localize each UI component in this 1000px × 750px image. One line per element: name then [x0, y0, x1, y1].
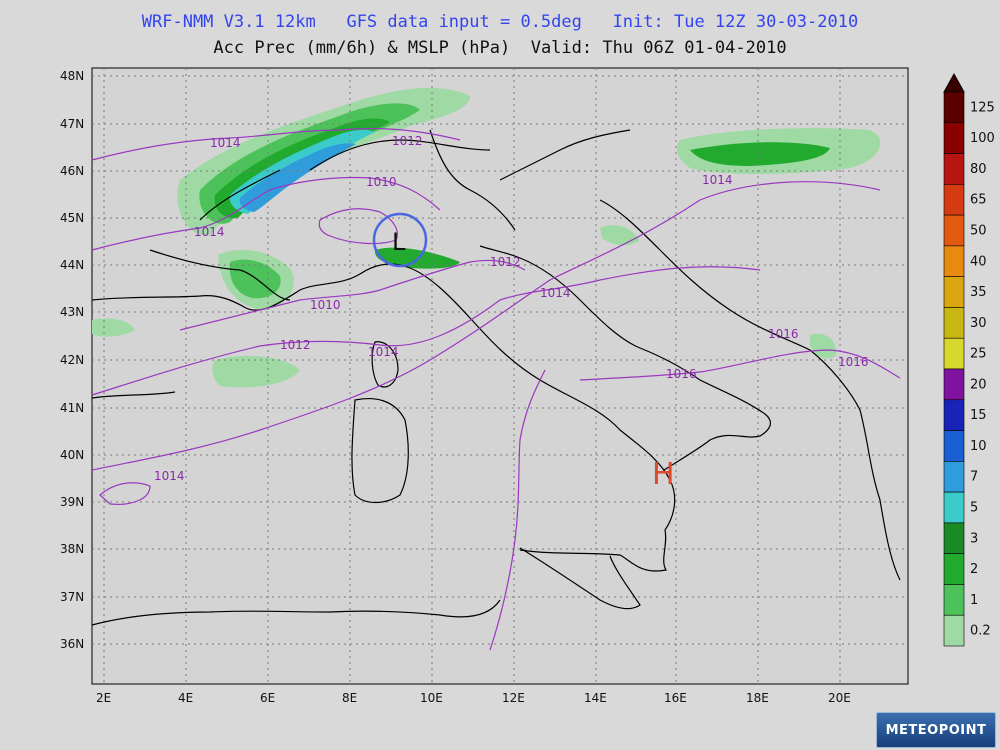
colorbar-swatch — [943, 214, 965, 247]
isobar-label: 1012 — [490, 255, 521, 269]
colorbar-swatch — [943, 461, 965, 493]
coastlines — [91, 129, 901, 626]
svg-text:45N: 45N — [60, 211, 84, 225]
svg-text:14E: 14E — [584, 691, 607, 705]
svg-text:37N: 37N — [60, 590, 84, 604]
svg-text:20E: 20E — [828, 691, 851, 705]
isobar-label: 1014 — [154, 469, 185, 483]
isobar-label: 1016 — [768, 327, 799, 341]
isobar-label: 1014 — [540, 286, 571, 300]
svg-text:36N: 36N — [60, 637, 84, 651]
isobar-label: 1016 — [838, 355, 869, 369]
colorbar-swatch — [943, 553, 965, 585]
isobars — [91, 127, 901, 651]
colorbar-swatch — [943, 522, 965, 554]
colorbar-swatch — [943, 430, 965, 462]
isobar-label: 1012 — [392, 134, 423, 148]
isobar-label: 1014 — [702, 173, 733, 187]
colorbar-label: 25 — [970, 347, 987, 362]
colorbar-swatch — [943, 307, 965, 339]
colorbar-swatch — [943, 184, 965, 216]
svg-text:4E: 4E — [178, 691, 193, 705]
colorbar-swatch — [943, 614, 965, 647]
graticule — [92, 68, 908, 684]
precipitation-colorbar: 125 100 80 65 50 40 35 30 25 20 15 10 7 5 3 2 1 0.2 — [943, 72, 995, 647]
colorbar-label: 0.2 — [970, 624, 991, 639]
colorbar-label: 3 — [970, 531, 978, 546]
isobar-label: 1010 — [366, 175, 397, 189]
svg-text:46N: 46N — [60, 164, 84, 178]
colorbar-label: 40 — [970, 254, 987, 269]
svg-text:18E: 18E — [746, 691, 769, 705]
svg-text:2E: 2E — [96, 691, 111, 705]
colorbar-label: 125 — [970, 100, 995, 115]
longitude-labels: 2E 4E 6E 8E 10E 12E 14E 16E 18E 20E — [96, 691, 851, 705]
meteopoint-logo: METEOPOINT — [876, 712, 996, 748]
isobar-label: 1014 — [368, 345, 399, 359]
svg-text:44N: 44N — [60, 258, 84, 272]
colorbar-label: 30 — [970, 316, 987, 331]
isobar-label: 1014 — [194, 225, 225, 239]
colorbar-label: 2 — [970, 562, 978, 577]
header-field-valid-time: Acc Prec (mm/6h) & MSLP (hPa) Valid: Thu… — [213, 38, 787, 58]
isobar-label: 1014 — [210, 136, 241, 150]
colorbar-label: 65 — [970, 193, 987, 208]
colorbar-swatch — [943, 153, 965, 185]
svg-text:42N: 42N — [60, 353, 84, 367]
isobar-label: 1012 — [280, 338, 311, 352]
colorbar-label: 7 — [970, 470, 978, 485]
colorbar-swatch — [943, 584, 965, 616]
header-model-info: WRF-NMM V3.1 12km GFS data input = 0.5de… — [141, 12, 859, 32]
colorbar-swatch — [943, 368, 965, 401]
colorbar-label: 1 — [970, 593, 978, 608]
isobar-labels: 1014 1012 1010 1014 1010 1012 1014 1012 … — [154, 134, 869, 483]
colorbar-swatch — [943, 337, 965, 370]
colorbar-arrow-icon — [943, 72, 965, 93]
low-label: L — [392, 228, 406, 256]
colorbar-swatch — [943, 399, 965, 431]
precipitation-shading — [92, 87, 881, 388]
colorbar-label: 20 — [970, 377, 987, 392]
svg-text:16E: 16E — [664, 691, 687, 705]
colorbar-swatch — [943, 245, 965, 277]
colorbar-swatch — [943, 91, 965, 124]
colorbar-label: 10 — [970, 439, 987, 454]
colorbar-swatch — [943, 276, 965, 308]
high-label: H — [652, 457, 675, 492]
svg-text:41N: 41N — [60, 401, 84, 415]
isobar-label: 1010 — [310, 298, 341, 312]
colorbar-swatch — [943, 491, 965, 524]
colorbar-swatch — [943, 122, 965, 154]
isobar-label: 1016 — [666, 367, 697, 381]
svg-text:40N: 40N — [60, 448, 84, 462]
colorbar-label: 15 — [970, 408, 987, 423]
svg-text:6E: 6E — [260, 691, 275, 705]
latitude-labels: 48N 47N 46N 45N 44N 43N 42N 41N 40N 39N … — [60, 69, 84, 651]
svg-text:43N: 43N — [60, 305, 84, 319]
svg-text:12E: 12E — [502, 691, 525, 705]
colorbar-label: 50 — [970, 224, 987, 239]
low-circle-icon — [372, 212, 428, 268]
svg-text:38N: 38N — [60, 542, 84, 556]
svg-text:8E: 8E — [342, 691, 357, 705]
svg-text:10E: 10E — [420, 691, 443, 705]
colorbar-label: 80 — [970, 162, 987, 177]
svg-text:39N: 39N — [60, 495, 84, 509]
svg-text:47N: 47N — [60, 117, 84, 131]
low-pressure-center: L — [372, 212, 428, 268]
colorbar-label: 35 — [970, 285, 987, 300]
colorbar-label: 5 — [970, 501, 978, 516]
svg-text:48N: 48N — [60, 69, 84, 83]
high-pressure-center: H — [652, 457, 675, 492]
colorbar-label: 100 — [970, 131, 995, 146]
